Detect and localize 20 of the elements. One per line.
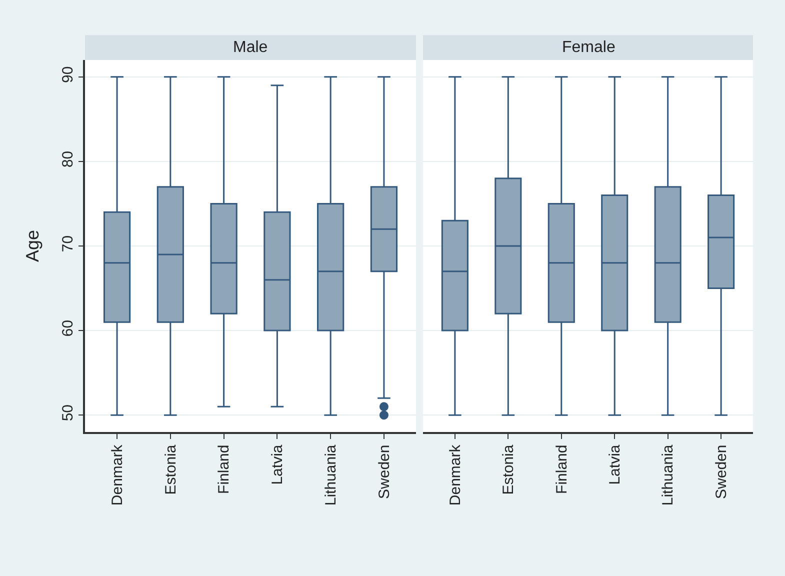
x-tick-label: Denmark bbox=[108, 444, 126, 506]
y-axis-title: Age bbox=[22, 230, 42, 262]
x-tick-label: Lithuania bbox=[660, 444, 677, 506]
x-tick-label: Latvia bbox=[606, 444, 624, 485]
x-tick-label: Lithuania bbox=[322, 444, 340, 506]
x-tick-label: Estonia bbox=[162, 444, 180, 495]
y-tick-label: 70 bbox=[59, 235, 76, 252]
x-tick-label: Sweden bbox=[712, 444, 730, 499]
y-tick-label: 50 bbox=[59, 404, 76, 422]
x-tick-label: Sweden bbox=[376, 444, 393, 499]
x-tick-label: Finland bbox=[553, 444, 570, 494]
chart-title: Male bbox=[233, 39, 268, 56]
y-tick-label: 60 bbox=[59, 320, 76, 337]
x-tick-label: Latvia bbox=[269, 444, 286, 485]
x-tick-label: Estonia bbox=[500, 444, 518, 495]
y-tick-label: 80 bbox=[59, 150, 76, 168]
y-tick-label: 90 bbox=[59, 66, 76, 84]
x-tick-label: Finland bbox=[216, 444, 233, 494]
chart-title: Female bbox=[562, 39, 616, 56]
x-tick-label: Denmark bbox=[446, 444, 464, 506]
